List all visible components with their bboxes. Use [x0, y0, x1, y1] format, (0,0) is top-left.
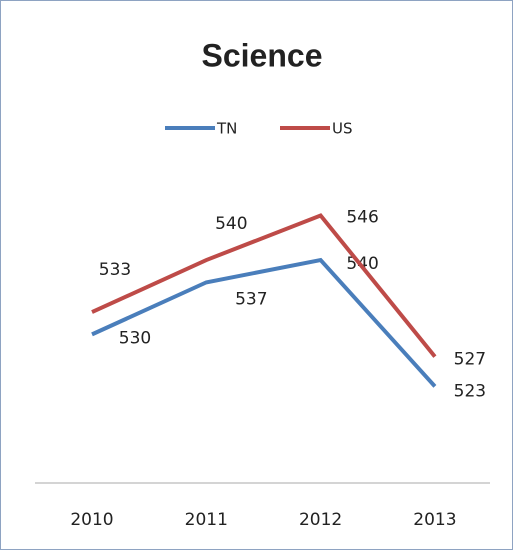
x-tick-label: 2011 — [185, 510, 228, 530]
legend-label: TN — [216, 120, 237, 138]
data-label: 533 — [99, 260, 131, 280]
x-tick-label: 2013 — [413, 510, 456, 530]
series-line — [91, 257, 437, 388]
data-label: 537 — [235, 289, 267, 309]
data-label: 527 — [454, 350, 486, 370]
data-label: 540 — [215, 214, 247, 234]
x-tick-label: 2010 — [70, 510, 113, 530]
data-label: 546 — [346, 207, 378, 227]
data-label: 523 — [454, 381, 486, 401]
series-line — [91, 213, 437, 358]
legend-label: US — [332, 120, 353, 138]
data-label: 540 — [346, 254, 378, 274]
data-label: 530 — [119, 328, 151, 348]
chart-title: Science — [202, 37, 323, 73]
x-tick-label: 2012 — [299, 510, 342, 530]
